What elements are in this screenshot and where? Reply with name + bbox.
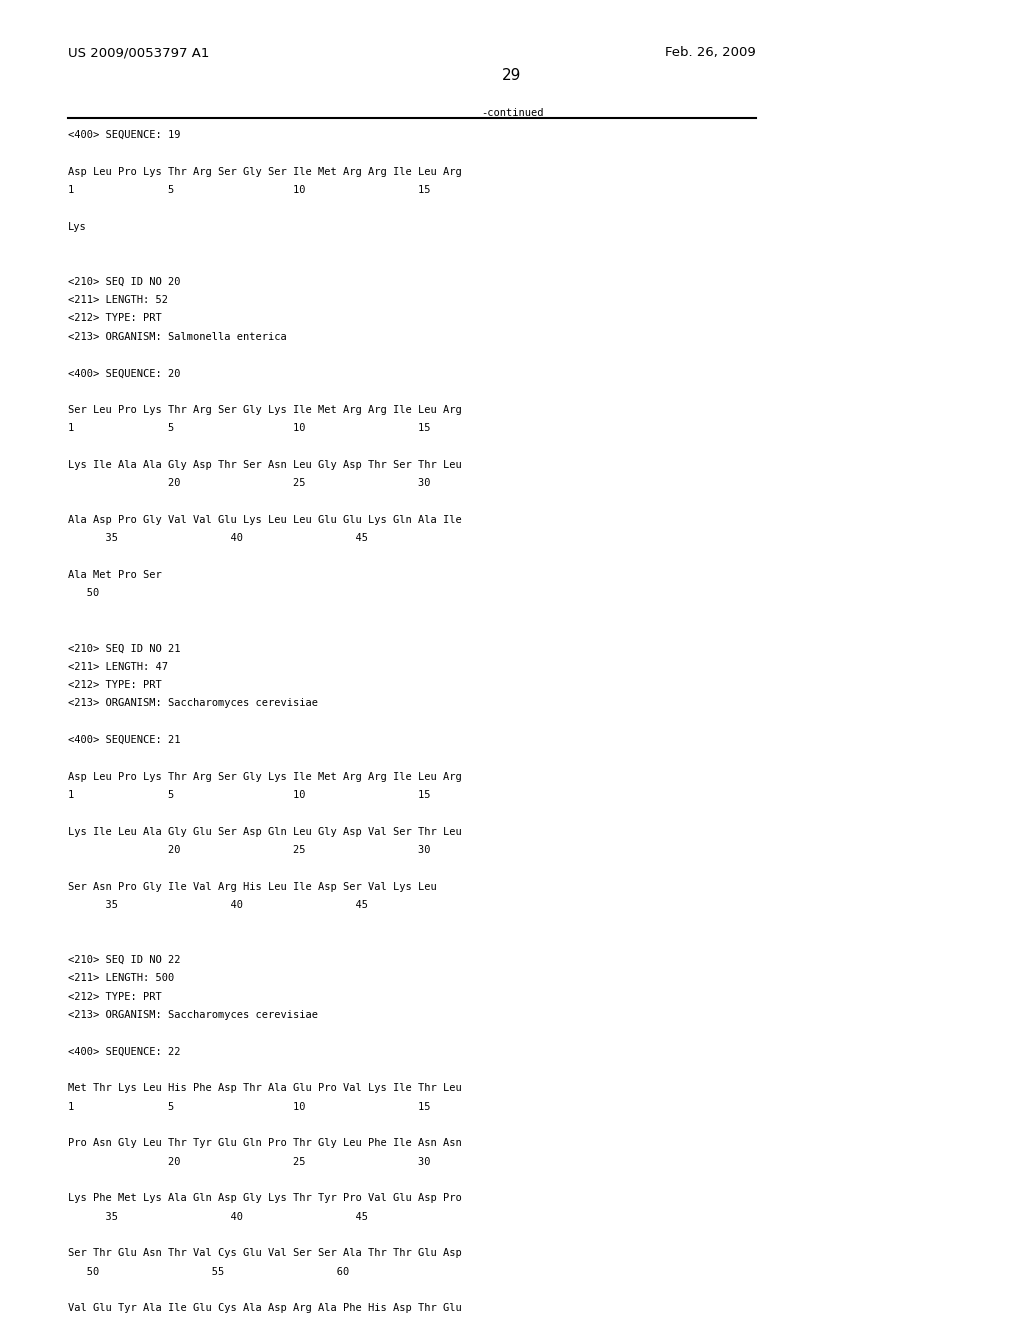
Text: -continued: -continued xyxy=(480,108,544,117)
Text: <212> TYPE: PRT: <212> TYPE: PRT xyxy=(68,991,162,1002)
Text: <400> SEQUENCE: 19: <400> SEQUENCE: 19 xyxy=(68,129,180,140)
Text: Pro Asn Gly Leu Thr Tyr Glu Gln Pro Thr Gly Leu Phe Ile Asn Asn: Pro Asn Gly Leu Thr Tyr Glu Gln Pro Thr … xyxy=(68,1138,462,1148)
Text: 35                  40                  45: 35 40 45 xyxy=(68,900,368,909)
Text: <400> SEQUENCE: 20: <400> SEQUENCE: 20 xyxy=(68,368,180,379)
Text: Ser Leu Pro Lys Thr Arg Ser Gly Lys Ile Met Arg Arg Ile Leu Arg: Ser Leu Pro Lys Thr Arg Ser Gly Lys Ile … xyxy=(68,405,462,414)
Text: <211> LENGTH: 47: <211> LENGTH: 47 xyxy=(68,661,168,672)
Text: <213> ORGANISM: Saccharomyces cerevisiae: <213> ORGANISM: Saccharomyces cerevisiae xyxy=(68,698,318,709)
Text: Met Thr Lys Leu His Phe Asp Thr Ala Glu Pro Val Lys Ile Thr Leu: Met Thr Lys Leu His Phe Asp Thr Ala Glu … xyxy=(68,1084,462,1093)
Text: <211> LENGTH: 52: <211> LENGTH: 52 xyxy=(68,294,168,305)
Text: Lys Ile Ala Ala Gly Asp Thr Ser Asn Leu Gly Asp Thr Ser Thr Leu: Lys Ile Ala Ala Gly Asp Thr Ser Asn Leu … xyxy=(68,459,462,470)
Text: Val Glu Tyr Ala Ile Glu Cys Ala Asp Arg Ala Phe His Asp Thr Glu: Val Glu Tyr Ala Ile Glu Cys Ala Asp Arg … xyxy=(68,1303,462,1313)
Text: 20                  25                  30: 20 25 30 xyxy=(68,1156,430,1167)
Text: <213> ORGANISM: Saccharomyces cerevisiae: <213> ORGANISM: Saccharomyces cerevisiae xyxy=(68,1010,318,1020)
Text: 29: 29 xyxy=(503,69,521,83)
Text: 35                  40                  45: 35 40 45 xyxy=(68,1212,368,1222)
Text: Feb. 26, 2009: Feb. 26, 2009 xyxy=(666,46,756,59)
Text: 20                  25                  30: 20 25 30 xyxy=(68,478,430,488)
Text: Ala Asp Pro Gly Val Val Glu Lys Leu Leu Glu Glu Lys Gln Ala Ile: Ala Asp Pro Gly Val Val Glu Lys Leu Leu … xyxy=(68,515,462,525)
Text: <210> SEQ ID NO 22: <210> SEQ ID NO 22 xyxy=(68,954,180,965)
Text: Ser Asn Pro Gly Ile Val Arg His Leu Ile Asp Ser Val Lys Leu: Ser Asn Pro Gly Ile Val Arg His Leu Ile … xyxy=(68,882,437,892)
Text: 1               5                   10                  15: 1 5 10 15 xyxy=(68,789,430,800)
Text: <210> SEQ ID NO 20: <210> SEQ ID NO 20 xyxy=(68,277,180,286)
Text: Lys Phe Met Lys Ala Gln Asp Gly Lys Thr Tyr Pro Val Glu Asp Pro: Lys Phe Met Lys Ala Gln Asp Gly Lys Thr … xyxy=(68,1193,462,1204)
Text: US 2009/0053797 A1: US 2009/0053797 A1 xyxy=(68,46,209,59)
Text: <400> SEQUENCE: 22: <400> SEQUENCE: 22 xyxy=(68,1047,180,1057)
Text: Lys Ile Leu Ala Gly Glu Ser Asp Gln Leu Gly Asp Val Ser Thr Leu: Lys Ile Leu Ala Gly Glu Ser Asp Gln Leu … xyxy=(68,826,462,837)
Text: Asp Leu Pro Lys Thr Arg Ser Gly Lys Ile Met Arg Arg Ile Leu Arg: Asp Leu Pro Lys Thr Arg Ser Gly Lys Ile … xyxy=(68,772,462,781)
Text: <212> TYPE: PRT: <212> TYPE: PRT xyxy=(68,680,162,690)
Text: <210> SEQ ID NO 21: <210> SEQ ID NO 21 xyxy=(68,643,180,653)
Text: Ala Met Pro Ser: Ala Met Pro Ser xyxy=(68,570,162,579)
Text: <212> TYPE: PRT: <212> TYPE: PRT xyxy=(68,313,162,323)
Text: 35                  40                  45: 35 40 45 xyxy=(68,533,368,544)
Text: 1               5                   10                  15: 1 5 10 15 xyxy=(68,424,430,433)
Text: Asp Leu Pro Lys Thr Arg Ser Gly Ser Ile Met Arg Arg Ile Leu Arg: Asp Leu Pro Lys Thr Arg Ser Gly Ser Ile … xyxy=(68,166,462,177)
Text: 50                  55                  60: 50 55 60 xyxy=(68,1267,349,1276)
Text: Ser Thr Glu Asn Thr Val Cys Glu Val Ser Ser Ala Thr Thr Glu Asp: Ser Thr Glu Asn Thr Val Cys Glu Val Ser … xyxy=(68,1249,462,1258)
Text: 20                  25                  30: 20 25 30 xyxy=(68,845,430,855)
Text: <400> SEQUENCE: 21: <400> SEQUENCE: 21 xyxy=(68,735,180,744)
Text: Lys: Lys xyxy=(68,222,87,232)
Text: <213> ORGANISM: Salmonella enterica: <213> ORGANISM: Salmonella enterica xyxy=(68,331,287,342)
Text: <211> LENGTH: 500: <211> LENGTH: 500 xyxy=(68,973,174,983)
Text: 1               5                   10                  15: 1 5 10 15 xyxy=(68,185,430,195)
Text: 50: 50 xyxy=(68,589,99,598)
Text: 1               5                   10                  15: 1 5 10 15 xyxy=(68,1102,430,1111)
